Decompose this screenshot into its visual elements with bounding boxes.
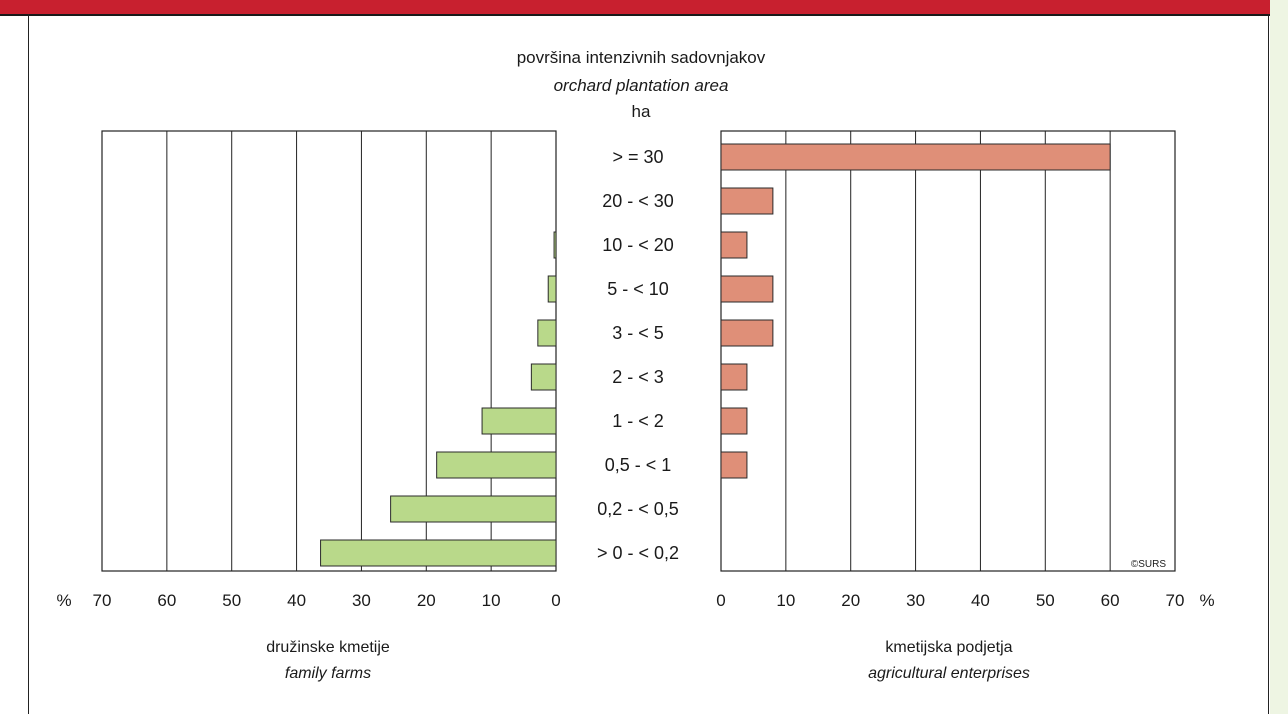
right-tick-label: 0 [716,591,725,610]
left-tick-label: 60 [157,591,176,610]
left-tick-label: 20 [417,591,436,610]
right-tick-label: 60 [1101,591,1120,610]
right-border [1268,14,1269,714]
right-series-name: kmetijska podjetja [885,639,1012,656]
family-farms-bar [436,451,557,479]
right-plot-frame [720,130,1176,572]
left-plot-frame [101,130,557,572]
left-tick-label: 40 [287,591,306,610]
right-unit-label: % [1199,591,1214,610]
agricultural-enterprises-bar [720,451,748,479]
category-label: 10 - < 20 [602,235,674,255]
agricultural-enterprises-bar [720,407,748,435]
category-label: 1 - < 2 [612,411,664,431]
category-label: 0,2 - < 0,5 [597,499,679,519]
left-series-name-en: family farms [285,665,371,682]
agricultural-enterprises-bar [720,363,748,391]
right-tick-label: 70 [1166,591,1185,610]
right-tick-label: 20 [841,591,860,610]
left-tick-label: 0 [551,591,560,610]
left-unit-label: % [56,591,71,610]
right-tick-label: 40 [971,591,990,610]
agricultural-enterprises-bar [720,319,774,347]
category-label: > 0 - < 0,2 [597,543,679,563]
right-tick-label: 10 [776,591,795,610]
side-panel-strip [1270,0,1288,714]
chart-title: površina intenzivnih sadovnjakov [517,48,766,67]
agricultural-enterprises-bar [720,187,774,215]
left-tick-label: 10 [482,591,501,610]
header-bar [0,0,1270,16]
category-label: 0,5 - < 1 [605,455,672,475]
agricultural-enterprises-bar [720,231,748,259]
family-farms-bar [537,319,557,347]
right-series-name-en: agricultural enterprises [868,665,1030,682]
category-label: 2 - < 3 [612,367,664,387]
agricultural-enterprises-panel: 0 10 20 30 40 50 60 70 [716,130,1185,610]
category-labels: > = 30 20 - < 30 10 - < 20 5 - < 10 3 - < 5 2… [597,147,679,563]
family-farms-bar [481,407,557,435]
agricultural-enterprises-bar [720,275,774,303]
category-label: 5 - < 10 [607,279,669,299]
category-label: 3 - < 5 [612,323,664,343]
left-tick-label: 50 [222,591,241,610]
credit-label: ©SURS [1131,559,1166,570]
family-farms-bar [547,275,557,303]
left-tick-label: 70 [93,591,112,610]
family-farms-bar [390,495,557,523]
category-unit-label: ha [632,102,651,121]
agricultural-enterprises-bar [720,143,1111,171]
left-border [28,14,29,714]
chart-title-en: orchard plantation area [554,76,729,95]
family-farms-panel: 0 10 20 30 40 50 60 70 [93,130,561,610]
category-label: 20 - < 30 [602,191,674,211]
family-farms-bar [553,231,557,259]
left-tick-label: 30 [352,591,371,610]
right-tick-label: 30 [906,591,925,610]
category-label: > = 30 [612,147,663,167]
left-series-name: družinske kmetije [266,639,390,656]
family-farms-bar [320,539,557,567]
right-tick-label: 50 [1036,591,1055,610]
family-farms-bar [530,363,557,391]
